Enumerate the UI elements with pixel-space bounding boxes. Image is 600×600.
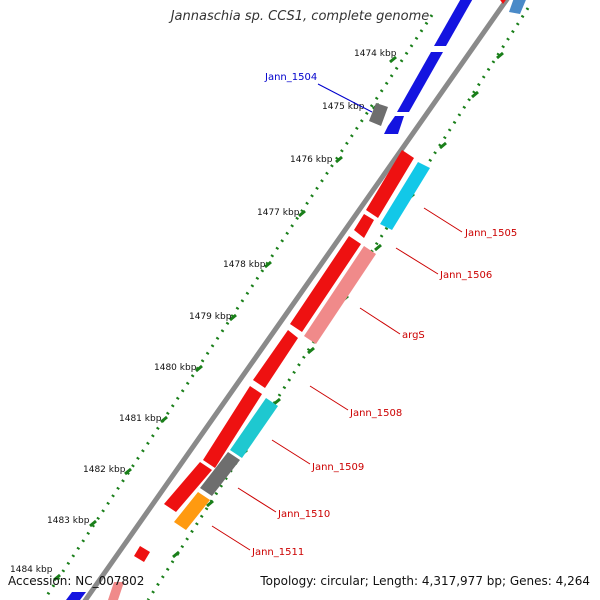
gene-segment[interactable]: [203, 386, 262, 468]
gene-segment[interactable]: [384, 116, 404, 134]
gene-segment[interactable]: [397, 52, 443, 112]
kbp-tick-label: 1474 kbp: [354, 49, 397, 59]
gene-label-jann-1505[interactable]: Jann_1505: [464, 228, 517, 239]
backbone-line: [82, 0, 510, 600]
gene-segment[interactable]: [66, 592, 86, 600]
gene-segment-jann-1511[interactable]: [174, 492, 210, 530]
gene-segment[interactable]: [290, 236, 361, 332]
gene-segment[interactable]: [366, 150, 414, 218]
gene-segment-jann-1504[interactable]: [369, 103, 388, 126]
gene-label-jann-1506[interactable]: Jann_1506: [439, 270, 492, 281]
leader-line-jann-1504: [317, 83, 373, 113]
gene-segment-jann-1509[interactable]: [230, 398, 278, 458]
gene-segment[interactable]: [509, 0, 528, 14]
leader-line-jann-1509: [271, 439, 311, 465]
gene-segment[interactable]: [134, 546, 150, 562]
kbp-tick-label: 1482 kbp: [83, 465, 126, 475]
kbp-tick-label: 1476 kbp: [290, 155, 333, 165]
gene-segment-args[interactable]: [304, 246, 376, 344]
gene-segment[interactable]: [164, 462, 212, 512]
leader-line-jann-1508: [309, 385, 349, 411]
leader-line-jann-1510: [237, 487, 277, 513]
leader-line-args: [359, 307, 401, 335]
gene-segment-jann-1510[interactable]: [200, 452, 240, 496]
gene-segment[interactable]: [253, 330, 298, 388]
inner-dotted-ring: [42, 14, 434, 600]
gene-label-jann-1511[interactable]: Jann_1511: [251, 547, 304, 558]
genome-title: Jannaschia sp. CCS1, complete genome: [170, 9, 430, 24]
gene-label-jann-1504[interactable]: Jann_1504: [264, 72, 317, 83]
kbp-tick-label: 1483 kbp: [47, 516, 90, 526]
gene-label-jann-1510[interactable]: Jann_1510: [277, 509, 330, 520]
accession-label: Accession:: [8, 574, 72, 588]
kbp-tick-label: 1477 kbp: [257, 208, 300, 218]
kbp-tick-label: 1484 kbp: [10, 565, 53, 575]
gene-label-args[interactable]: argS: [402, 330, 425, 341]
topology-info: Topology: circular; Length: 4,317,977 bp…: [260, 574, 590, 588]
gene-segment[interactable]: [108, 582, 124, 600]
kbp-tick-label: 1480 kbp: [154, 363, 197, 373]
kbp-tick-label: 1481 kbp: [119, 414, 162, 424]
gene-segment[interactable]: [498, 0, 508, 4]
kbp-tick-label: 1479 kbp: [189, 312, 232, 322]
gene-label-jann-1509[interactable]: Jann_1509: [311, 462, 364, 473]
kbp-tick-label: 1478 kbp: [223, 260, 266, 270]
accession-info: Accession: NC_007802: [8, 574, 144, 588]
gene-label-jann-1508[interactable]: Jann_1508: [349, 408, 402, 419]
leader-line-jann-1505: [423, 207, 463, 233]
gene-segment[interactable]: [354, 214, 374, 238]
accession-value: NC_007802: [75, 574, 145, 588]
leader-line-jann-1506: [395, 247, 439, 275]
gene-segment[interactable]: [434, 0, 475, 46]
gene-segment-jann-1505[interactable]: [380, 162, 430, 230]
kbp-tick-label: 1475 kbp: [322, 102, 365, 112]
leader-line-jann-1511: [211, 525, 251, 551]
